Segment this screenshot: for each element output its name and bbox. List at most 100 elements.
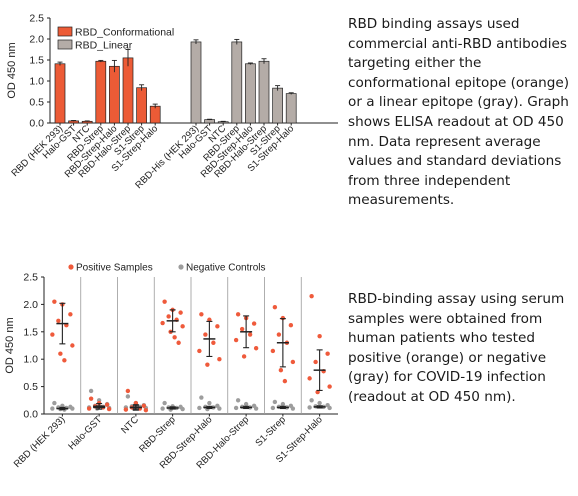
positive-sample-point [247,332,253,337]
negative-control-point [280,401,286,407]
y-tick-label: 0.5 [23,381,38,393]
positive-sample-point [317,333,322,339]
positive-sample-point [313,359,318,365]
bar [258,60,270,124]
y-tick-label: 0.0 [23,409,38,421]
positive-sample-point [211,340,216,345]
x-tick-label: Halo-GST [66,414,104,452]
bar [285,93,297,124]
negative-control-point [272,399,278,405]
y-tick-label: 1.5 [23,326,38,338]
positive-sample-point [104,402,110,407]
legend-label: Positive Samples [76,263,153,274]
legend-label: RBD_Conformational [75,27,174,39]
positive-sample-point [197,348,202,354]
bar [272,87,283,124]
positive-sample-point [172,335,177,340]
bar [204,119,215,124]
negative-control-point [233,405,239,411]
negative-control-point [160,406,165,411]
legend-marker [68,264,74,270]
negative-control-point [309,398,314,403]
negative-control-point [270,405,276,411]
positive-sample-point [327,384,332,389]
positive-sample-point [325,351,330,356]
positive-sample-point [276,332,282,337]
negative-control-point [50,406,55,411]
y-tick-label: 2.5 [29,13,44,25]
positive-sample-point [270,348,276,354]
positive-sample-point [251,321,257,326]
positive-sample-point [272,304,278,310]
bar [109,65,120,124]
negative-control-point [88,388,94,394]
y-tick-label: 2.0 [29,34,44,46]
x-tick-label: NTC [119,414,141,436]
negative-control-point [243,401,249,407]
negative-control-point [253,406,259,411]
legend-marker [178,264,184,270]
y-axis-label: OD 450 nm [6,42,18,98]
y-tick-label: 1.0 [29,76,44,88]
positive-sample-point [309,293,314,299]
positive-sample-point [141,403,147,408]
negative-control-point [327,405,332,411]
top-chart-caption: RBD binding assays used commercial anti-… [348,16,570,209]
positive-sample-point [253,346,259,351]
positive-sample-point [233,337,239,343]
y-axis-label: OD 450 nm [4,317,16,373]
positive-sample-point [199,312,204,317]
positive-sample-point [239,326,245,332]
negative-control-point [235,398,241,403]
negative-control-point [317,400,322,406]
positive-sample-point [217,357,222,362]
positive-sample-point [125,388,131,394]
negative-control-point [307,405,312,410]
positive-sample-point [203,332,208,337]
bar [122,57,134,124]
positive-sample-point [68,312,73,317]
positive-sample-point [241,354,247,359]
positive-sample-point [56,318,61,324]
positive-sample-point [58,351,63,356]
positive-sample-point [166,314,171,319]
positive-sample-point [180,324,185,329]
positive-sample-point [288,323,294,328]
positive-sample-point [162,299,167,304]
positive-sample-point [70,343,75,348]
bottom-chart-caption: RBD-binding assay using serum samples we… [348,291,565,405]
bar [245,63,256,124]
positive-sample-point [290,359,296,365]
negative-control-point [199,395,204,400]
positive-sample-point [176,340,181,345]
positive-sample-point [50,332,55,337]
positive-sample-point [278,367,284,373]
positive-sample-point [106,406,112,412]
negative-control-point [290,406,296,411]
positive-sample-point [160,320,165,326]
positive-sample-point [282,378,288,384]
x-tick-label: RBD (HEK 293) [12,414,68,470]
negative-control-point [207,400,212,406]
positive-sample-point [52,299,57,304]
legend-swatch [57,26,73,37]
positive-sample-point [86,406,92,411]
y-tick-label: 0.5 [29,97,44,109]
negative-control-point [197,405,202,411]
y-tick-label: 1.5 [29,55,44,67]
y-tick-label: 2.5 [23,272,38,284]
x-tick-label: S1-Strep [253,414,288,449]
positive-sample-point [205,362,210,367]
bar [95,60,107,124]
positive-sample-point [235,312,241,317]
bar [136,87,147,124]
positive-sample-point [307,376,312,381]
positive-sample-point [143,407,149,413]
bar [54,63,66,124]
bar [149,105,161,124]
positive-sample-point [62,358,67,363]
negative-control-point [217,406,222,411]
negative-control-point [70,406,75,411]
y-tick-label: 0.0 [29,118,44,130]
bar [231,41,243,124]
